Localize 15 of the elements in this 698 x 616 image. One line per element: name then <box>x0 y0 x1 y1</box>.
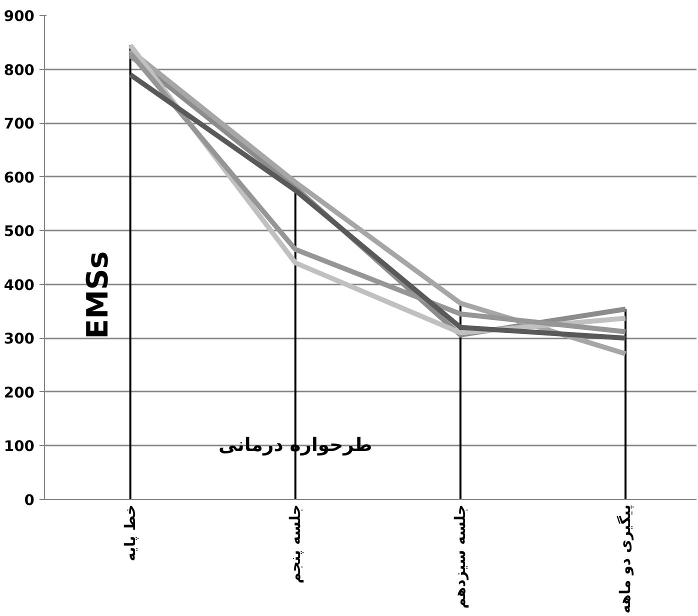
x-tick-label: جلسه پنجم <box>286 504 304 584</box>
y-tick-label: 900 <box>4 8 34 25</box>
y-tick-label: 800 <box>4 62 34 79</box>
x-tick-label: پیگیری دو ماهه <box>616 504 634 614</box>
x-tick-label: جلسه سیزدهم <box>452 504 469 609</box>
x-tick-label: خط پایه <box>122 504 139 562</box>
y-tick-label: 400 <box>4 276 34 294</box>
y-tick-label: 300 <box>4 330 34 348</box>
y-tick-label: 600 <box>4 169 34 186</box>
y-tick-label: 100 <box>4 438 34 456</box>
y-tick-label: 0 <box>24 492 35 509</box>
y-axis-title: EMSs <box>80 251 114 340</box>
y-tick-label: 200 <box>4 384 34 402</box>
y-tick-label: 500 <box>4 223 34 240</box>
y-tick-label: 700 <box>4 116 34 133</box>
